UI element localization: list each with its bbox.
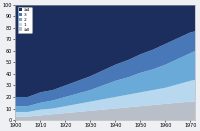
Legend: ≥4, 3, 2, 1, ≥0: ≥4, 3, 2, 1, ≥0 <box>18 7 32 33</box>
